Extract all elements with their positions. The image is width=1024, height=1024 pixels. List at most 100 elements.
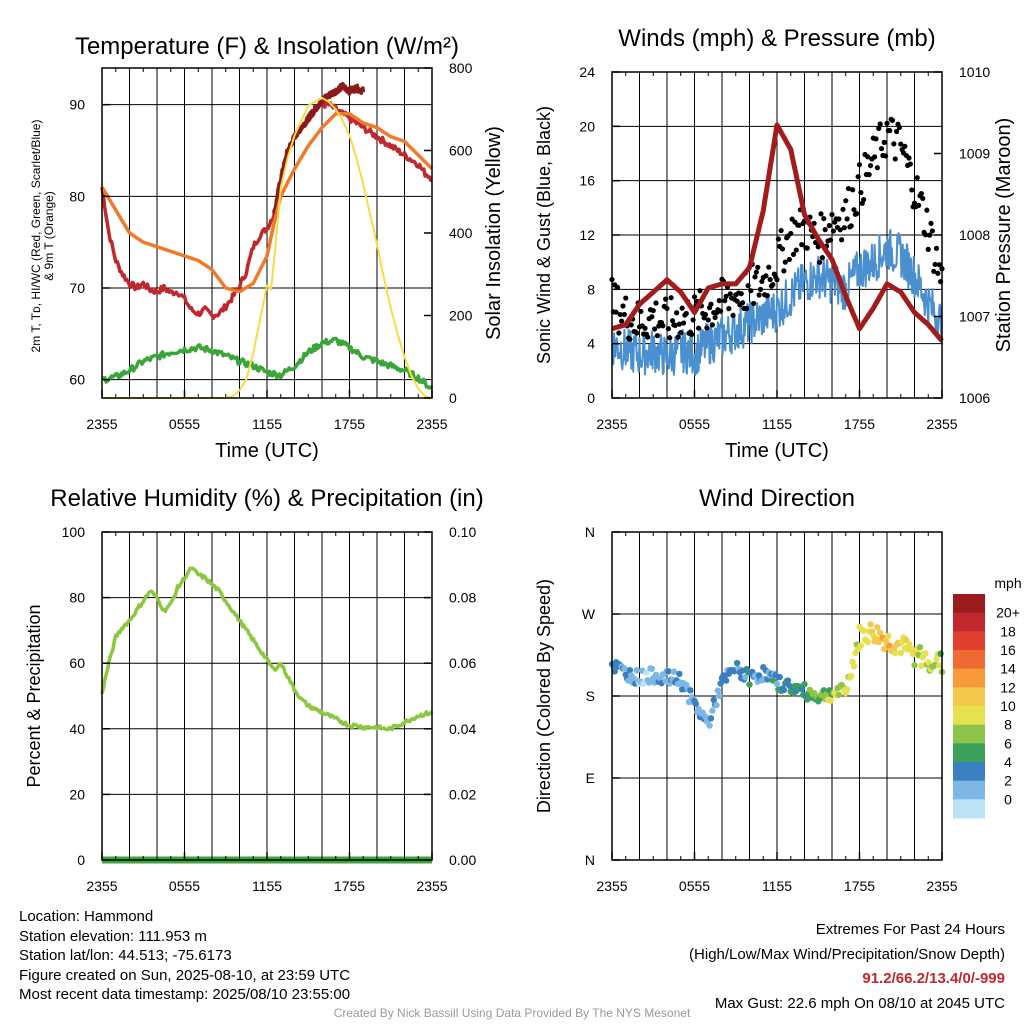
gust-point — [935, 270, 941, 276]
y-tick-label-left: 16 — [579, 173, 595, 189]
gust-point — [855, 174, 861, 180]
wind-direction-point — [621, 665, 628, 672]
y-axis-label-left: Percent & Precipitation — [24, 604, 44, 787]
y-tick-label-left: 20 — [579, 118, 595, 134]
wind-direction-point — [922, 650, 929, 657]
gust-point — [790, 251, 797, 257]
chart-title: Temperature (F) & Insolation (W/m²) — [75, 33, 459, 60]
wind-direction-point — [936, 662, 943, 669]
gust-point — [634, 330, 640, 336]
wind-direction-point — [776, 673, 783, 681]
gust-point — [887, 128, 893, 134]
colorbar-label: 4 — [1004, 754, 1012, 770]
x-tick-label: 2355 — [926, 878, 957, 894]
gust-point — [775, 236, 781, 242]
x-tick-label: 2355 — [416, 878, 447, 894]
x-tick-label: 2355 — [596, 416, 627, 432]
gust-point — [663, 296, 669, 302]
gust-point — [767, 276, 773, 283]
gust-point — [818, 211, 824, 217]
gust-point — [690, 317, 696, 323]
x-tick-label: 2355 — [86, 878, 117, 894]
wind-direction-point — [717, 680, 724, 687]
y-tick-label-left: 90 — [69, 97, 85, 113]
gust-point — [675, 334, 681, 340]
y-tick-label-left: 8 — [587, 281, 595, 297]
gust-point — [672, 322, 678, 328]
gust-point — [763, 273, 769, 279]
y-tick-label-right: 0.08 — [449, 590, 476, 606]
colorbar-label: 0 — [1004, 791, 1012, 807]
gust-point — [922, 232, 929, 238]
gust-point — [683, 310, 689, 317]
colorbar-swatch — [953, 743, 985, 763]
y-tick-label-left: 0 — [587, 390, 595, 406]
series-line-1 — [100, 566, 434, 732]
wind-direction-point — [905, 640, 913, 647]
colorbar-swatch — [953, 780, 985, 800]
x-tick-label: 0555 — [169, 878, 200, 894]
gust-point — [828, 237, 834, 243]
gust-point — [896, 124, 902, 131]
gust-point — [697, 288, 703, 294]
gust-point — [892, 156, 898, 162]
y-axis-label-right: Station Pressure (Maroon) — [993, 118, 1015, 353]
y-tick-label-right: 1008 — [959, 227, 990, 243]
series-line-1 — [100, 100, 433, 320]
gust-point — [704, 325, 710, 331]
gust-point — [778, 227, 784, 234]
wind-direction-point — [798, 685, 805, 693]
gust-point — [815, 244, 821, 250]
gust-point — [627, 336, 633, 342]
gust-point — [931, 268, 937, 274]
gust-point — [843, 198, 849, 204]
gust-point — [902, 143, 908, 149]
gust-point — [745, 283, 751, 289]
wind-direction-point — [746, 681, 753, 688]
extremes-info: Extremes For Past 24 Hours (High/Low/Max… — [689, 918, 1005, 1016]
y-tick-label-left: N — [585, 524, 595, 540]
y-tick-label-right: 0.04 — [449, 721, 476, 737]
wind-direction-point — [645, 679, 653, 686]
y-tick-label-right: 600 — [449, 143, 473, 159]
gust-point — [664, 305, 670, 312]
gust-point — [841, 225, 847, 231]
gust-point — [782, 259, 788, 265]
chart-panel-2: 2355 0555 1155 1755 235504812162024100610071… — [534, 25, 1015, 462]
wind-direction-point — [716, 692, 723, 700]
wind-direction-point — [670, 668, 678, 675]
gust-point — [665, 326, 671, 332]
gust-point — [667, 335, 673, 341]
colorbar-label: 12 — [1000, 679, 1016, 695]
wind-direction-point — [773, 680, 781, 688]
gust-point — [716, 298, 722, 304]
gust-point — [907, 161, 913, 167]
wind-direction-point — [687, 687, 694, 694]
gust-point — [822, 227, 828, 233]
gust-point — [845, 185, 852, 192]
wind-direction-point — [611, 668, 618, 675]
station-info: Location: Hammond Station elevation: 111… — [19, 907, 350, 1005]
wind-direction-point — [881, 645, 888, 653]
x-axis-label: Time (UTC) — [725, 440, 829, 462]
gust-point — [866, 172, 872, 178]
gust-point — [854, 210, 860, 217]
wind-direction-point — [918, 662, 925, 670]
gust-point — [924, 207, 930, 213]
gust-point — [668, 295, 674, 301]
colorbar-swatch — [953, 668, 985, 688]
x-axis-label: Time (UTC) — [215, 440, 319, 462]
wind-direction-point — [843, 686, 851, 693]
gust-point — [856, 162, 863, 168]
gust-point — [918, 191, 924, 197]
gust-point — [748, 288, 754, 294]
station-latlon: Station lat/lon: 44.513; -75.6173 — [19, 947, 232, 964]
chart-panel-3: 2355 0555 1155 1755 23550204060801000.000.02… — [24, 485, 484, 894]
wind-direction-point — [937, 650, 944, 657]
chart-title: Winds (mph) & Pressure (mb) — [618, 25, 935, 52]
gust-point — [861, 197, 867, 203]
gust-point — [779, 246, 786, 252]
colorbar-swatch — [953, 594, 985, 614]
colorbar-swatch — [953, 706, 985, 726]
